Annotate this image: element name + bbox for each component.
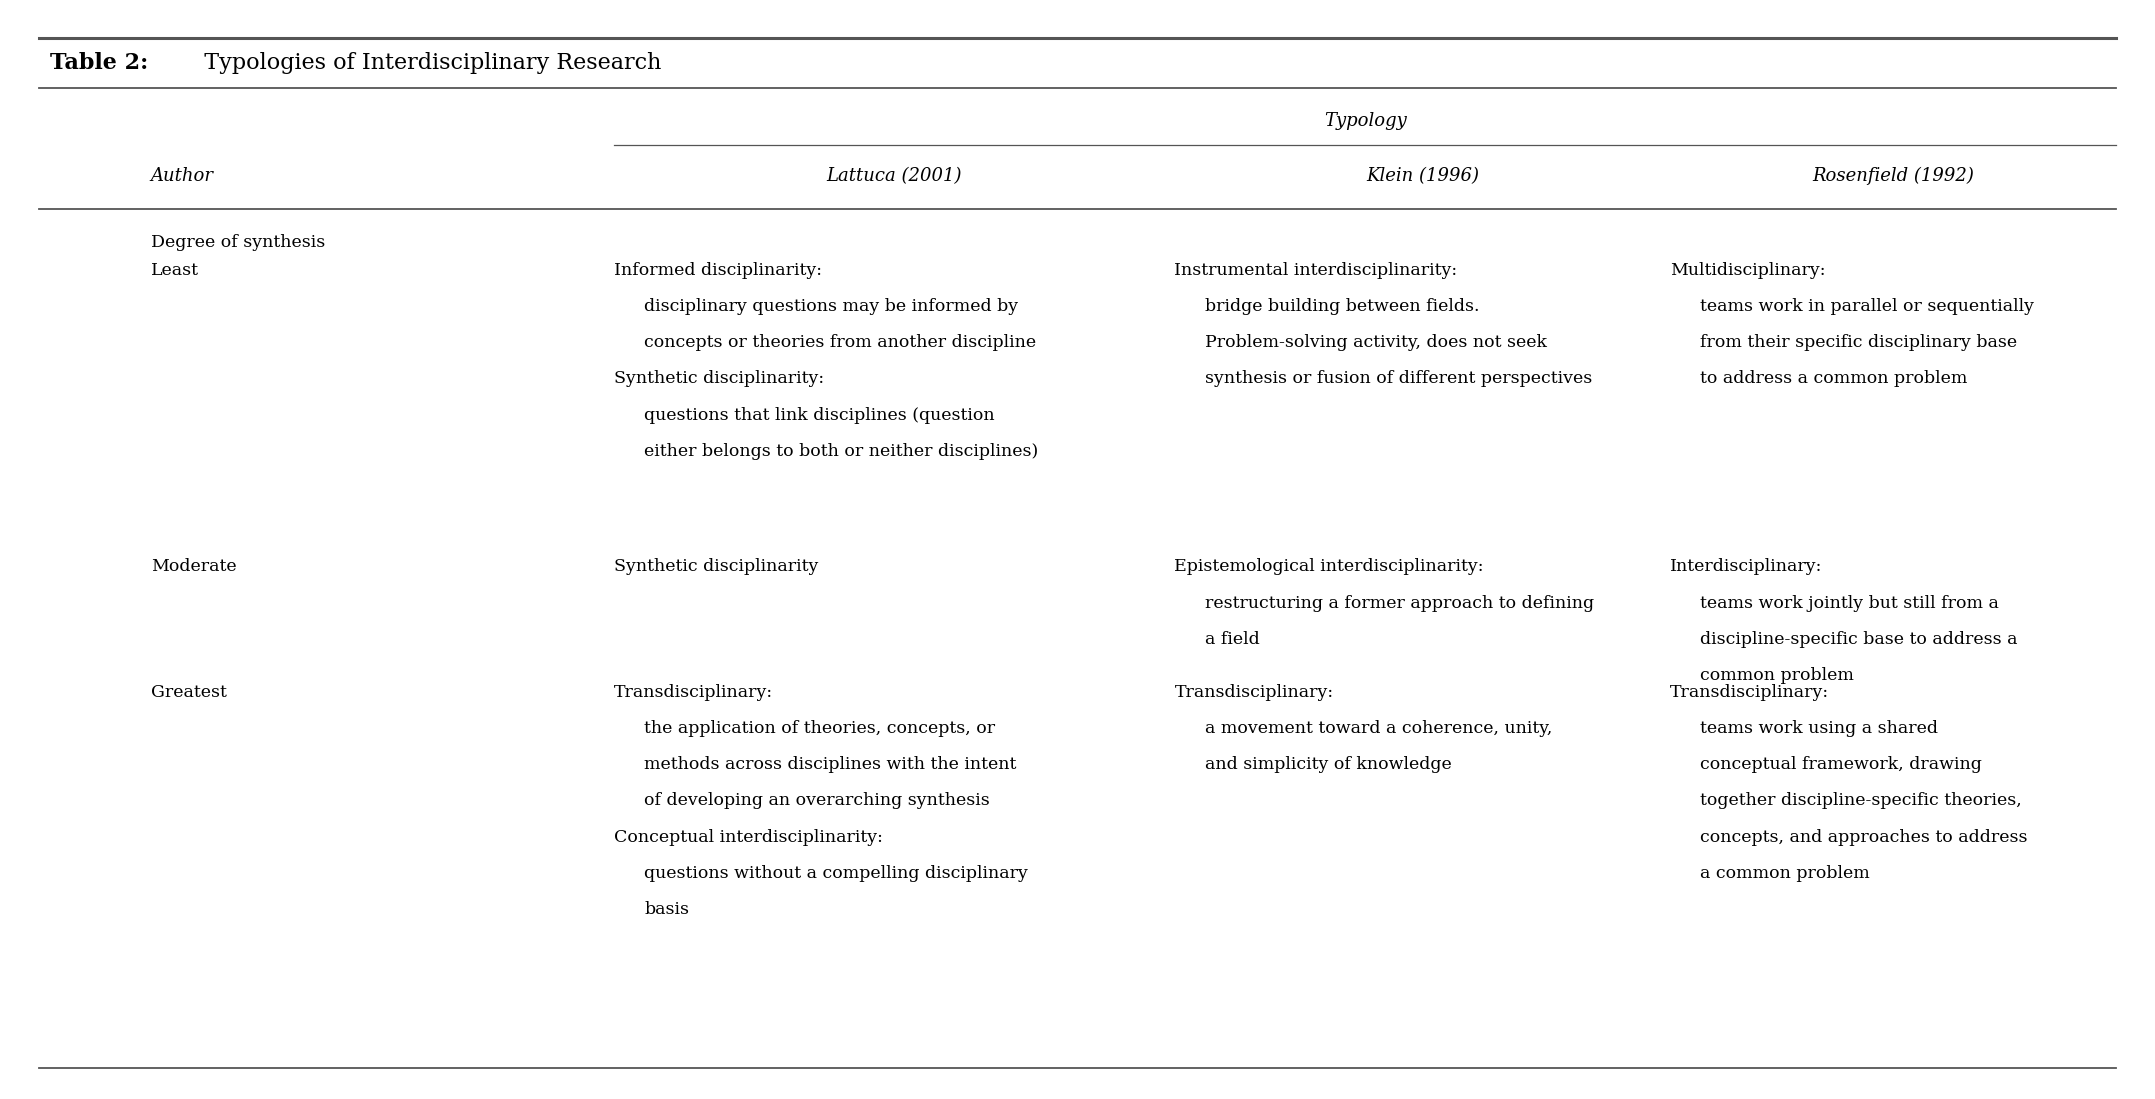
Text: restructuring a former approach to defining: restructuring a former approach to defin… bbox=[1205, 595, 1595, 611]
Text: a field: a field bbox=[1205, 631, 1259, 647]
Text: Transdisciplinary:: Transdisciplinary: bbox=[1670, 684, 1830, 700]
Text: Least: Least bbox=[151, 262, 198, 278]
Text: bridge building between fields.: bridge building between fields. bbox=[1205, 298, 1478, 314]
Text: Instrumental interdisciplinarity:: Instrumental interdisciplinarity: bbox=[1174, 262, 1457, 278]
Text: either belongs to both or neither disciplines): either belongs to both or neither discip… bbox=[644, 443, 1039, 459]
Text: questions that link disciplines (question: questions that link disciplines (questio… bbox=[644, 407, 996, 423]
Text: the application of theories, concepts, or: the application of theories, concepts, o… bbox=[644, 720, 996, 736]
Text: Interdisciplinary:: Interdisciplinary: bbox=[1670, 558, 1823, 575]
Text: methods across disciplines with the intent: methods across disciplines with the inte… bbox=[644, 756, 1017, 773]
Text: Typology: Typology bbox=[1323, 112, 1407, 130]
Text: Degree of synthesis: Degree of synthesis bbox=[151, 234, 325, 251]
Text: from their specific disciplinary base: from their specific disciplinary base bbox=[1700, 334, 2017, 351]
Text: Greatest: Greatest bbox=[151, 684, 226, 700]
Text: and simplicity of knowledge: and simplicity of knowledge bbox=[1205, 756, 1452, 773]
Text: Synthetic disciplinarity:: Synthetic disciplinarity: bbox=[614, 370, 825, 387]
Text: basis: basis bbox=[644, 901, 690, 918]
Text: Moderate: Moderate bbox=[151, 558, 237, 575]
Text: a movement toward a coherence, unity,: a movement toward a coherence, unity, bbox=[1205, 720, 1552, 736]
Text: concepts, and approaches to address: concepts, and approaches to address bbox=[1700, 829, 2028, 845]
Text: teams work jointly but still from a: teams work jointly but still from a bbox=[1700, 595, 2000, 611]
Text: Transdisciplinary:: Transdisciplinary: bbox=[614, 684, 774, 700]
Text: Informed disciplinarity:: Informed disciplinarity: bbox=[614, 262, 823, 278]
Text: Klein (1996): Klein (1996) bbox=[1366, 167, 1478, 185]
Text: Conceptual interdisciplinarity:: Conceptual interdisciplinarity: bbox=[614, 829, 884, 845]
Text: concepts or theories from another discipline: concepts or theories from another discip… bbox=[644, 334, 1037, 351]
Text: common problem: common problem bbox=[1700, 667, 1853, 684]
Text: discipline-specific base to address a: discipline-specific base to address a bbox=[1700, 631, 2017, 647]
Text: conceptual framework, drawing: conceptual framework, drawing bbox=[1700, 756, 1983, 773]
Text: teams work using a shared: teams work using a shared bbox=[1700, 720, 1937, 736]
Text: Typologies of Interdisciplinary Research: Typologies of Interdisciplinary Research bbox=[190, 52, 662, 75]
Text: of developing an overarching synthesis: of developing an overarching synthesis bbox=[644, 792, 989, 809]
Text: Rosenfield (1992): Rosenfield (1992) bbox=[1812, 167, 1974, 185]
Text: disciplinary questions may be informed by: disciplinary questions may be informed b… bbox=[644, 298, 1019, 314]
Text: to address a common problem: to address a common problem bbox=[1700, 370, 1968, 387]
Text: Multidisciplinary:: Multidisciplinary: bbox=[1670, 262, 1825, 278]
Text: together discipline-specific theories,: together discipline-specific theories, bbox=[1700, 792, 2021, 809]
Text: teams work in parallel or sequentially: teams work in parallel or sequentially bbox=[1700, 298, 2034, 314]
Text: Lattuca (2001): Lattuca (2001) bbox=[828, 167, 961, 185]
Text: questions without a compelling disciplinary: questions without a compelling disciplin… bbox=[644, 865, 1028, 881]
Text: synthesis or fusion of different perspectives: synthesis or fusion of different perspec… bbox=[1205, 370, 1593, 387]
Text: Transdisciplinary:: Transdisciplinary: bbox=[1174, 684, 1334, 700]
Text: Problem-solving activity, does not seek: Problem-solving activity, does not seek bbox=[1205, 334, 1547, 351]
Text: Epistemological interdisciplinarity:: Epistemological interdisciplinarity: bbox=[1174, 558, 1485, 575]
Text: Synthetic disciplinarity: Synthetic disciplinarity bbox=[614, 558, 819, 575]
Text: a common problem: a common problem bbox=[1700, 865, 1871, 881]
Text: Table 2:: Table 2: bbox=[50, 52, 149, 75]
Text: Author: Author bbox=[151, 167, 213, 185]
